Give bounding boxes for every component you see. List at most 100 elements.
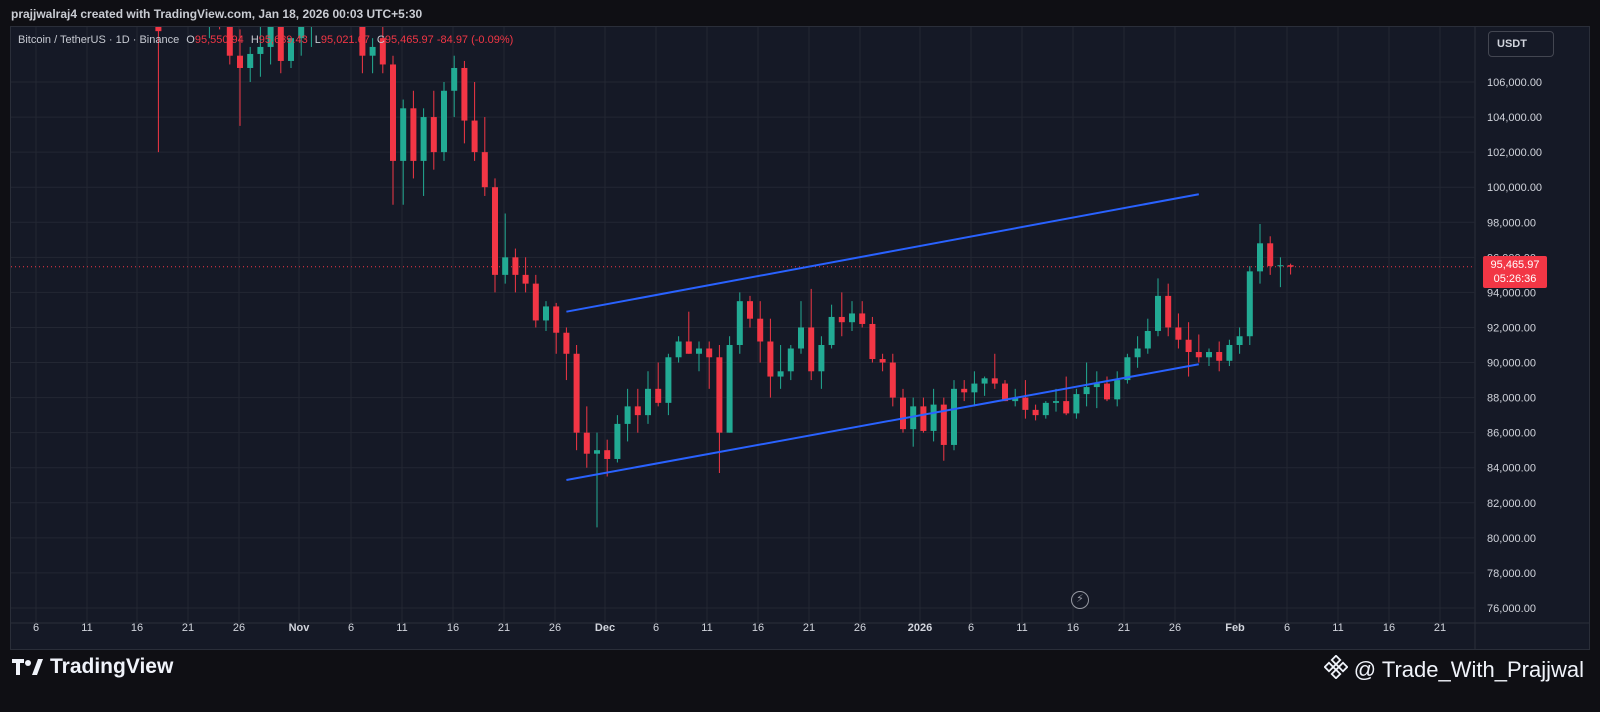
candle-body-up[interactable] <box>1042 402 1049 416</box>
candle-body-down[interactable] <box>461 67 468 121</box>
candle-body-up[interactable] <box>798 327 804 349</box>
candle-body-up[interactable] <box>1083 387 1090 395</box>
candle-body-down[interactable] <box>869 323 876 360</box>
candle-body-down[interactable] <box>940 404 947 445</box>
candle-body-up[interactable] <box>400 108 407 161</box>
candle-body-down[interactable] <box>1175 327 1182 340</box>
candle-body-down[interactable] <box>838 316 845 323</box>
candle-body-down[interactable] <box>1032 409 1039 416</box>
candle-body-up[interactable] <box>1012 397 1019 402</box>
candle-body-down[interactable] <box>553 306 560 333</box>
candle-body-up[interactable] <box>1144 330 1151 349</box>
candle-body-down[interactable] <box>1165 295 1172 328</box>
currency-button[interactable]: USDT <box>1488 31 1554 57</box>
candle-body-up[interactable] <box>502 257 509 275</box>
candle-body-up[interactable] <box>736 301 743 345</box>
candle-body-down[interactable] <box>512 257 519 275</box>
candle-body-up[interactable] <box>624 406 631 424</box>
candle-body-down[interactable] <box>889 362 896 398</box>
candle-body-down[interactable] <box>155 27 162 32</box>
candle-body-down[interactable] <box>1267 243 1274 267</box>
candle-body-up[interactable] <box>930 404 937 431</box>
candle-body-down[interactable] <box>859 313 866 324</box>
candle-body-up[interactable] <box>543 306 549 321</box>
candle-body-up[interactable] <box>1134 348 1141 358</box>
candle-body-up[interactable] <box>1073 394 1080 414</box>
candle-body-up[interactable] <box>981 378 988 384</box>
candle-body-down[interactable] <box>900 397 906 430</box>
candle-body-up[interactable] <box>1246 271 1253 337</box>
candle-body-down[interactable] <box>532 283 539 321</box>
candle-body-down[interactable] <box>706 348 713 358</box>
candle-body-up[interactable] <box>787 348 794 372</box>
candle-body-down[interactable] <box>471 120 478 153</box>
candle-body-up[interactable] <box>288 38 294 61</box>
candle-body-up[interactable] <box>1277 265 1284 267</box>
candle-body-down[interactable] <box>1104 383 1110 400</box>
candle-body-up[interactable] <box>1093 383 1100 388</box>
candle-body-up[interactable] <box>951 388 957 445</box>
candle-body-up[interactable] <box>726 345 733 433</box>
candle-body-up[interactable] <box>665 357 672 403</box>
candle-body-down[interactable] <box>1185 339 1192 353</box>
candle-body-up[interactable] <box>369 46 376 56</box>
candle-body-up[interactable] <box>696 348 702 354</box>
symbol-name[interactable]: Bitcoin / TetherUS · 1D · Binance <box>18 34 180 46</box>
candle-body-down[interactable] <box>747 301 753 319</box>
channel-line-lower[interactable] <box>566 363 1199 481</box>
candle-body-down[interactable] <box>961 388 968 393</box>
candle-body-down[interactable] <box>716 357 723 433</box>
candle-body-down[interactable] <box>1287 265 1294 267</box>
candle-body-up[interactable] <box>645 388 651 416</box>
candle-body-down[interactable] <box>1022 397 1029 410</box>
candle-body-up[interactable] <box>849 313 855 323</box>
candle-body-down[interactable] <box>655 388 662 403</box>
candle-body-up[interactable] <box>451 67 458 91</box>
candle-body-up[interactable] <box>1206 352 1212 358</box>
candle-body-down[interactable] <box>277 27 284 61</box>
candle-body-up[interactable] <box>441 90 447 153</box>
tradingview-brand[interactable]: TradingView <box>12 655 173 679</box>
candle-body-down[interactable] <box>481 152 488 188</box>
candle-body-down[interactable] <box>879 359 886 363</box>
candle-body-down[interactable] <box>410 108 417 161</box>
candle-body-down[interactable] <box>1063 401 1070 414</box>
candle-body-down[interactable] <box>685 341 692 354</box>
candle-body-up[interactable] <box>910 406 917 430</box>
candle-body-down[interactable] <box>573 353 580 433</box>
candle-body-up[interactable] <box>420 117 427 161</box>
candle-body-down[interactable] <box>767 341 774 377</box>
candle-body-up[interactable] <box>777 371 784 377</box>
candle-body-up[interactable] <box>247 53 254 68</box>
candle-body-up[interactable] <box>818 345 825 372</box>
candle-body-down[interactable] <box>1216 352 1223 361</box>
candle-body-up[interactable] <box>614 423 621 459</box>
candle-body-up[interactable] <box>1226 345 1233 361</box>
lightning-icon[interactable]: ⚡ <box>1071 591 1089 609</box>
candle-body-down[interactable] <box>390 64 396 161</box>
candle-body-down[interactable] <box>430 117 437 153</box>
candle-body-up[interactable] <box>1155 295 1161 331</box>
candle-body-up[interactable] <box>1053 401 1059 403</box>
candle-body-down[interactable] <box>379 38 386 65</box>
candle-body-down[interactable] <box>1002 383 1008 402</box>
candle-body-down[interactable] <box>604 450 611 459</box>
candle-body-down[interactable] <box>634 406 641 416</box>
price-chart[interactable]: 6 11 16 21 26 Nov 6 11 16 21 26 Dec 6 11 16 21 26 2026 6 11… <box>11 27 1589 649</box>
candle-body-up[interactable] <box>675 341 682 358</box>
candle-body-down[interactable] <box>522 274 529 284</box>
candle-body-down[interactable] <box>757 318 764 342</box>
candle-body-up[interactable] <box>1236 336 1243 345</box>
candle-body-up[interactable] <box>257 46 264 54</box>
candle-body-up[interactable] <box>1257 243 1263 272</box>
candle-body-down[interactable] <box>1195 352 1202 358</box>
candle-body-up[interactable] <box>971 383 978 393</box>
candle-body-down[interactable] <box>359 27 366 56</box>
candle-body-down[interactable] <box>583 432 590 454</box>
chart-area[interactable]: 6 11 16 21 26 Nov 6 11 16 21 26 Dec 6 11 16 21 26 2026 6 11… <box>10 26 1590 650</box>
candle-body-down[interactable] <box>991 378 998 384</box>
channel-line-upper[interactable] <box>566 193 1199 313</box>
candle-body-up[interactable] <box>828 316 835 345</box>
candle-body-down[interactable] <box>237 55 243 68</box>
candle-body-down[interactable] <box>492 187 498 275</box>
